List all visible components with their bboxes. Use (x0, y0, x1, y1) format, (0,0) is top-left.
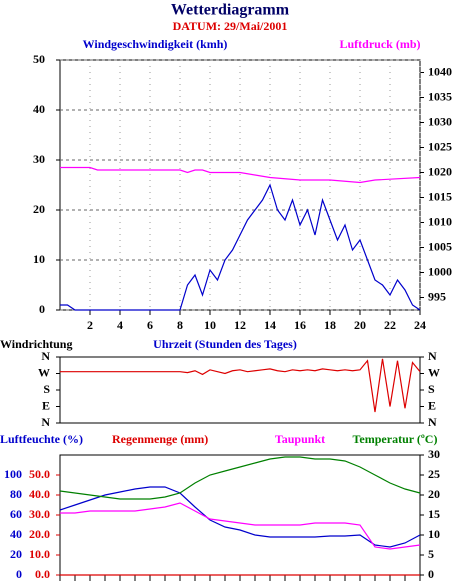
y2-tick-label: 1030 (428, 114, 452, 128)
x-axis-label: Uhrzeit (Stunden des Tages) (153, 337, 297, 351)
y-tick-label: W (38, 365, 50, 379)
y2-tick-label: 30 (428, 447, 440, 461)
y-tick-label: 0 (16, 567, 22, 581)
y2-tick-label: 1010 (428, 214, 452, 228)
y2-tick-label: 5 (428, 547, 434, 561)
x-tick-label: 12 (234, 318, 246, 332)
y-tick-label: N (41, 349, 50, 363)
y-tick-label: E (42, 398, 50, 412)
x-tick-label: 20 (354, 318, 366, 332)
y2-tick-label: 995 (428, 289, 446, 303)
series-line (59, 486, 421, 548)
x-tick-label: 8 (177, 318, 183, 332)
y-tick-label: 60 (10, 507, 22, 521)
y3-tick-label: 0.0 (35, 567, 50, 581)
y2-tick-label: 1005 (428, 239, 452, 253)
y2-tick-label: 20 (428, 487, 440, 501)
y2-tick-label: 1025 (428, 139, 452, 153)
y2-tick-label: 1000 (428, 264, 452, 278)
legend-label: Luftfeuchte (%) (0, 432, 83, 446)
series-line (60, 183, 421, 311)
y2-tick-label: 15 (428, 507, 440, 521)
y2-tick-label: 25 (428, 467, 440, 481)
y2-tick-label: 10 (428, 527, 440, 541)
plot-frame (59, 356, 421, 424)
title: Wetterdiagramm (171, 2, 290, 19)
plot-frame (59, 454, 421, 576)
date: DATUM: 29/Mai/2001 (173, 19, 288, 33)
legend-label: Windgeschwindigkeit (kmh) (83, 37, 228, 51)
y2-tick-label: 1015 (428, 189, 452, 203)
y-tick-label: 30 (33, 152, 45, 166)
panel-title: Windrichtung (0, 337, 72, 351)
x-tick-label: 4 (117, 318, 123, 332)
series-line (60, 166, 421, 184)
y-tick-label-right: N (428, 415, 437, 429)
legend-label: Temperatur (ºC) (353, 432, 438, 446)
legend-label: Luftdruck (mb) (339, 37, 420, 51)
y-tick-label: 50 (33, 52, 45, 66)
legend-label: Regenmenge (mm) (112, 432, 208, 446)
y3-tick-label: 40.0 (29, 487, 50, 501)
legend-label: Taupunkt (275, 432, 325, 446)
x-tick-label: 14 (264, 318, 276, 332)
series-line (60, 502, 421, 550)
y-tick-label: 0 (39, 302, 45, 316)
y-tick-label: S (43, 382, 50, 396)
x-tick-label: 2 (87, 318, 93, 332)
x-tick-label: 6 (147, 318, 153, 332)
y2-tick-label: 0 (428, 567, 434, 581)
y-tick-label: 40 (33, 102, 45, 116)
y-tick-label-right: N (428, 349, 437, 363)
x-tick-label: 22 (384, 318, 396, 332)
y-tick-label: N (41, 415, 50, 429)
y3-tick-label: 20.0 (29, 527, 50, 541)
x-tick-label: 18 (324, 318, 336, 332)
series-line (60, 358, 421, 413)
y-tick-label-right: E (428, 398, 436, 412)
y3-tick-label: 10.0 (29, 547, 50, 561)
x-tick-label: 24 (414, 318, 426, 332)
series-line (59, 456, 421, 500)
y2-tick-label: 1040 (428, 64, 452, 78)
y-tick-label: 100 (4, 467, 22, 481)
y3-tick-label: 50.0 (29, 467, 50, 481)
y-tick-label: 10 (33, 252, 45, 266)
y-tick-label: 20 (10, 547, 22, 561)
x-tick-label: 16 (294, 318, 306, 332)
plot-frame (59, 59, 421, 311)
y-tick-label: 80 (10, 487, 22, 501)
y2-tick-label: 1020 (428, 164, 452, 178)
y-tick-label-right: W (428, 365, 440, 379)
y3-tick-label: 30.0 (29, 507, 50, 521)
y-tick-label: 40 (10, 527, 22, 541)
x-tick-label: 10 (204, 318, 216, 332)
y-tick-label: 20 (33, 202, 45, 216)
y2-tick-label: 1035 (428, 89, 452, 103)
y-tick-label-right: S (428, 382, 435, 396)
